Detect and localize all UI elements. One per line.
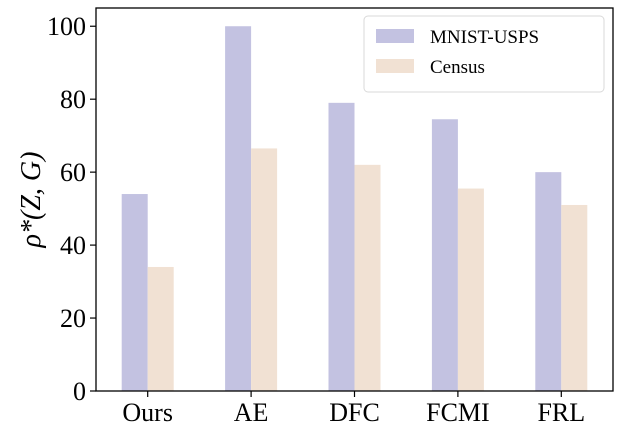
bar-census-dfc [354, 164, 381, 391]
legend-label-mnist-usps: MNIST-USPS [430, 27, 539, 48]
x-tick-label-ae: AE [234, 398, 269, 427]
y-tick-label: 100 [47, 12, 86, 41]
y-tick-label: 80 [60, 85, 86, 114]
y-tick-label: 0 [73, 377, 86, 406]
bar-mnist-usps-ae [225, 26, 252, 391]
legend-swatch-census [376, 59, 414, 73]
x-axis-ticks: Ours AE DFC FCMI FRL [122, 391, 585, 427]
legend-box [363, 15, 605, 93]
bar-mnist-usps-fcmi [431, 119, 458, 391]
legend-label-census: Census [430, 57, 485, 78]
x-tick-label-ours: Ours [122, 398, 173, 427]
y-axis-ticks: 0 20 40 60 80 100 [47, 12, 96, 406]
bar-census-fcmi [457, 188, 484, 391]
bar-census-ours [147, 266, 174, 391]
y-tick-label: 40 [60, 231, 86, 260]
bar-census-ae [251, 148, 278, 391]
y-tick-label: 60 [60, 158, 86, 187]
x-tick-label-dfc: DFC [329, 398, 380, 427]
bar-mnist-usps-dfc [328, 102, 355, 391]
legend: MNIST-USPS Census [363, 15, 605, 93]
x-tick-label-fcmi: FCMI [426, 398, 490, 427]
y-tick-label: 20 [60, 304, 86, 333]
y-axis-label: ρ*(Z, G) [16, 152, 47, 249]
plot-frame [95, 7, 614, 392]
legend-swatch-mnist-usps [376, 29, 414, 43]
bars-group [121, 26, 588, 391]
bar-census-frl [561, 204, 588, 391]
x-tick-label-frl: FRL [537, 398, 585, 427]
bar-mnist-usps-ours [121, 194, 148, 391]
bar-mnist-usps-frl [535, 172, 562, 391]
